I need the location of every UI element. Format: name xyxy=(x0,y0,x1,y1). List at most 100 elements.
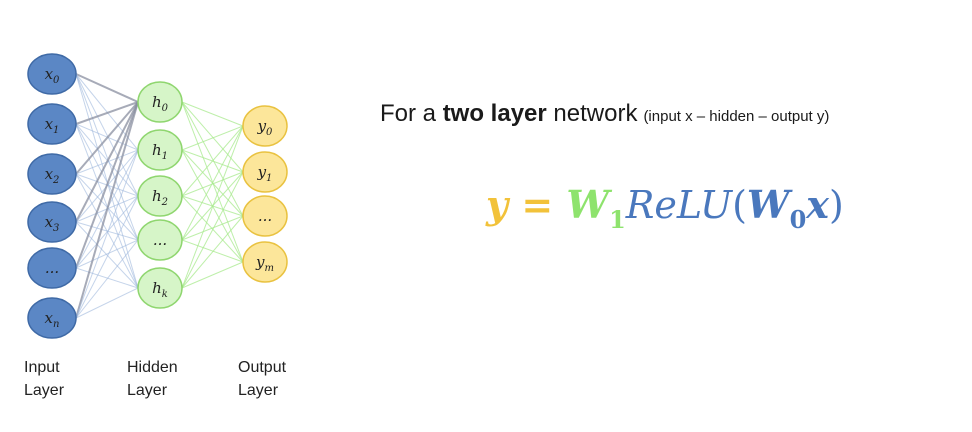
hidden-node-label-sub: 2 xyxy=(161,197,168,208)
edge-hidden-3-output-2 xyxy=(181,215,244,241)
hidden-node-circle xyxy=(137,219,183,261)
input-node-4: ... xyxy=(27,247,77,289)
output-node-circle xyxy=(242,195,288,237)
formula-w1: W xyxy=(566,182,610,227)
formula-w1-subscript: 1 xyxy=(609,205,626,234)
hidden-node-label-sub: 1 xyxy=(162,151,168,162)
headline: For a two layer network (input x – hidden… xyxy=(380,100,829,128)
edge-input-5-hidden-1 xyxy=(75,149,139,319)
edge-input-0-hidden-2 xyxy=(75,73,139,197)
edge-input-3-hidden-3 xyxy=(75,221,139,241)
hidden-node-label-sub: 0 xyxy=(162,103,169,114)
formula-y: y xyxy=(486,182,509,227)
input-node-label: xn xyxy=(45,309,60,330)
hidden-node-circle xyxy=(137,81,183,123)
input-node-3: x3 xyxy=(27,201,77,243)
formula-close-paren: ) xyxy=(828,183,844,227)
hidden-node-label: h0 xyxy=(152,93,169,114)
input-node-label-sub: 3 xyxy=(53,223,59,234)
formula-w0: W xyxy=(746,182,790,227)
output-layer-label-line2: Layer xyxy=(238,382,279,399)
output-layer-label: Output Layer xyxy=(238,356,286,402)
edge-hidden-4-output-3 xyxy=(181,261,244,289)
input-node-label: x1 xyxy=(45,115,60,136)
edge-input-5-hidden-3 xyxy=(75,239,139,319)
edge-hidden-3-output-3 xyxy=(181,239,244,263)
output-node-3: ym xyxy=(242,241,288,283)
input-node-label: x0 xyxy=(45,65,60,86)
input-node-label-base: x xyxy=(45,165,54,183)
formula-x: x xyxy=(806,182,829,227)
output-node-label-base: ... xyxy=(258,207,272,225)
input-node-label: x2 xyxy=(45,165,60,186)
hidden-node-label: ... xyxy=(153,231,167,249)
output-node-label-base: y xyxy=(257,117,267,135)
output-node-label: y1 xyxy=(257,163,273,184)
hidden-node-2: h2 xyxy=(137,175,183,217)
hidden-node-1: h1 xyxy=(137,129,183,171)
hidden-node-label: h2 xyxy=(152,187,168,208)
input-node-label-sub: n xyxy=(53,319,59,330)
input-node-circle xyxy=(27,201,77,243)
output-node-label: ym xyxy=(255,253,274,274)
hidden-node-label: h1 xyxy=(152,141,168,162)
formula-relu: ReLU xyxy=(625,183,733,227)
input-node-label-sub: 2 xyxy=(52,175,59,186)
input-node-2: x2 xyxy=(27,153,77,195)
headline-lead: For a xyxy=(380,100,443,127)
output-node-label-sub: 0 xyxy=(266,127,273,138)
output-node-circle xyxy=(242,151,288,193)
input-node-1: x1 xyxy=(27,103,77,145)
input-layer-label: Input Layer xyxy=(24,356,64,402)
input-node-0: x0 xyxy=(27,53,77,95)
hidden-node-circle xyxy=(137,175,183,217)
edge-input-4-hidden-3 xyxy=(75,239,139,269)
hidden-node-label-sub: k xyxy=(162,289,168,300)
input-node-label-base: x xyxy=(45,115,54,133)
edge-input-3-hidden-4 xyxy=(75,221,139,289)
edge-input-4-hidden-2 xyxy=(75,195,139,269)
output-node-label-base: y xyxy=(257,163,267,181)
hidden-layer-label: Hidden Layer xyxy=(127,356,178,402)
hidden-node-label-base: h xyxy=(152,279,162,297)
formula-equals: = xyxy=(508,182,567,227)
edge-hidden-0-output-2 xyxy=(181,101,244,217)
headline-bold: two layer xyxy=(442,100,547,127)
edge-input-1-hidden-3 xyxy=(75,123,139,241)
edge-hidden-4-output-0 xyxy=(181,125,244,289)
edge-hidden-1-output-0 xyxy=(181,125,244,151)
output-node-1: y1 xyxy=(242,151,288,193)
input-node-label: x3 xyxy=(45,213,60,234)
input-node-circle xyxy=(27,247,77,289)
output-node-label-base: y xyxy=(255,253,265,271)
edge-input-5-hidden-4 xyxy=(75,287,139,319)
edge-input-1-hidden-0 xyxy=(75,101,139,125)
input-node-circle xyxy=(27,153,77,195)
headline-note: (input x – hidden – output y) xyxy=(643,108,830,125)
input-node-circle xyxy=(27,53,77,95)
headline-after: network xyxy=(546,100,638,127)
hidden-node-label-base: h xyxy=(152,187,162,205)
edge-hidden-3-output-0 xyxy=(181,125,244,241)
input-node-5: xn xyxy=(27,297,77,339)
hidden-layer-label-line2: Layer xyxy=(127,382,168,399)
hidden-node-0: h0 xyxy=(137,81,183,123)
input-node-label-base: x xyxy=(45,213,54,231)
output-node-label-sub: 1 xyxy=(266,173,272,184)
hidden-node-3: ... xyxy=(137,219,183,261)
edge-input-2-hidden-0 xyxy=(75,101,139,175)
network-edges xyxy=(75,73,244,319)
edge-hidden-2-output-0 xyxy=(181,125,244,197)
input-node-label-sub: 0 xyxy=(53,75,60,86)
edge-input-5-hidden-2 xyxy=(75,195,139,319)
output-node-circle xyxy=(242,105,288,147)
input-node-label-base: x xyxy=(45,65,54,83)
edge-hidden-0-output-0 xyxy=(181,101,244,127)
edge-input-3-hidden-0 xyxy=(75,101,139,223)
output-node-label: ... xyxy=(258,207,272,225)
hidden-node-label-base: h xyxy=(152,93,162,111)
output-node-0: y0 xyxy=(242,105,288,147)
hidden-layer-label-line1: Hidden xyxy=(127,359,178,376)
